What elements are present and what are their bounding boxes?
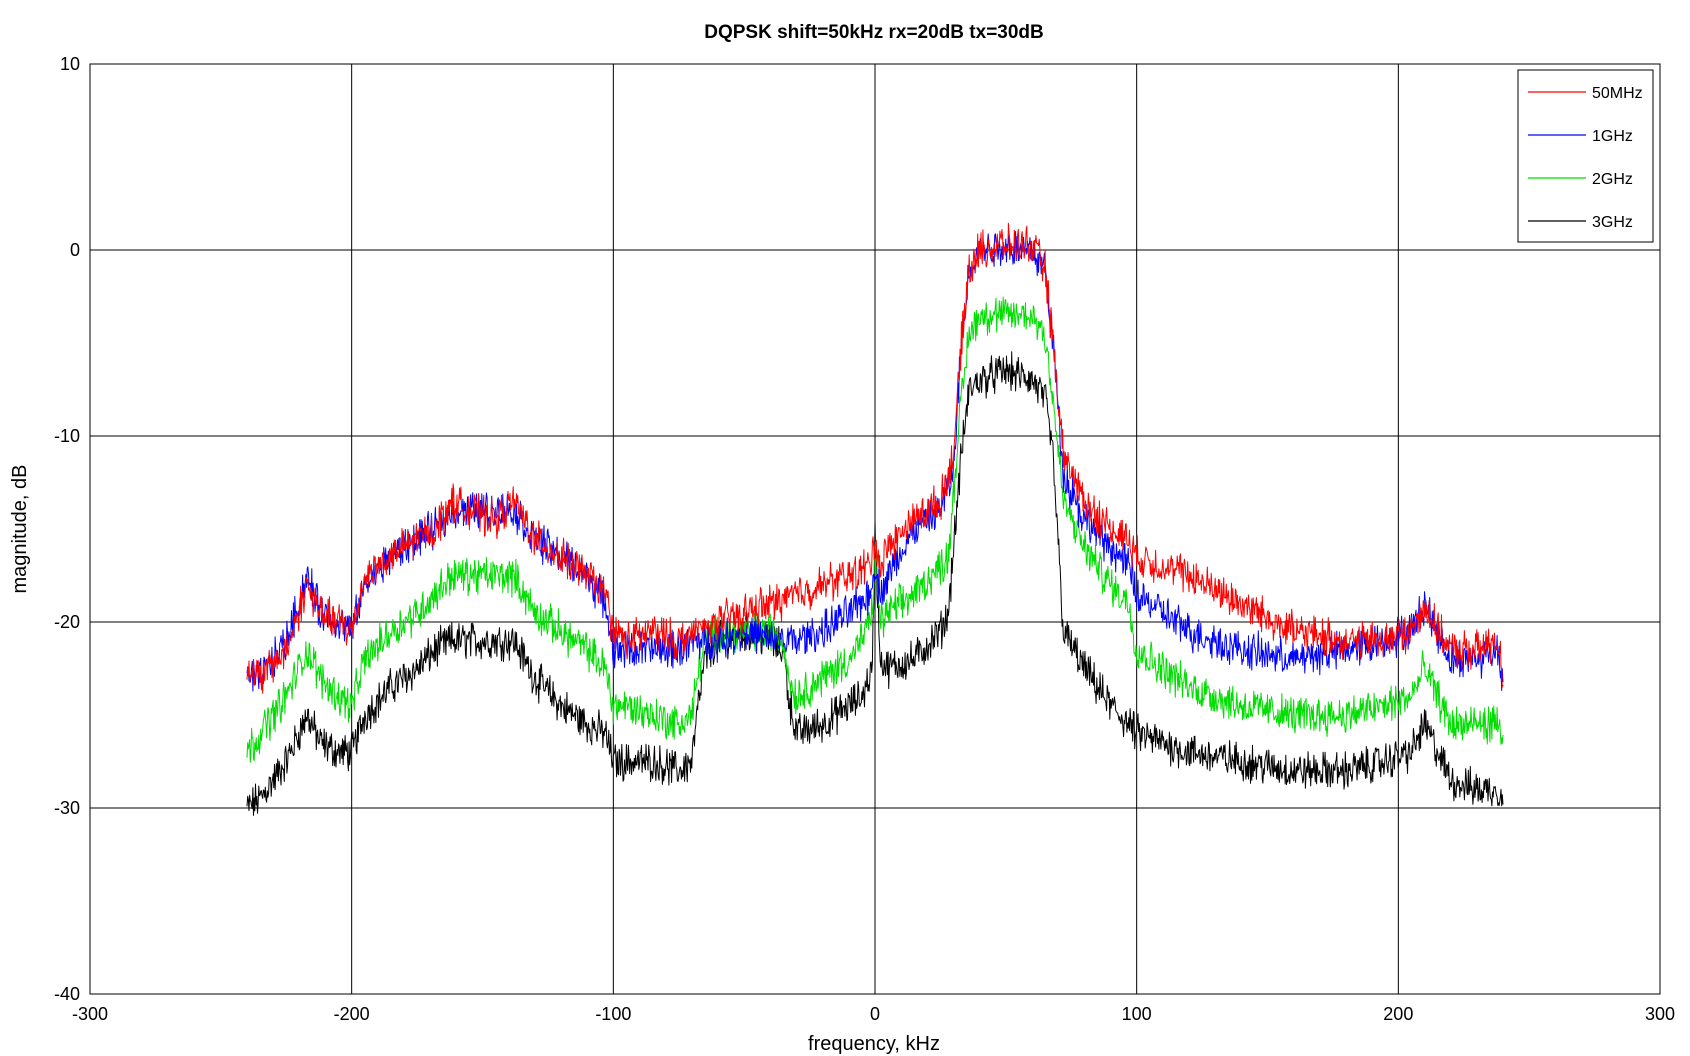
series-line-1GHz xyxy=(246,231,1504,692)
legend-label: 50MHz xyxy=(1592,85,1643,102)
legend-label: 1GHz xyxy=(1592,128,1633,145)
x-tick-label: -200 xyxy=(334,1004,370,1024)
legend-label: 2GHz xyxy=(1592,171,1633,188)
y-tick-label: -10 xyxy=(54,426,80,446)
series-layer xyxy=(246,222,1504,816)
chart-title: DQPSK shift=50kHz rx=20dB tx=30dB xyxy=(704,22,1044,43)
y-tick-label: -40 xyxy=(54,984,80,1004)
series-line-3GHz xyxy=(246,351,1504,816)
legend: 50MHz 1GHz 2GHz 3GHz xyxy=(1517,69,1654,243)
x-axis-label: frequency, kHz xyxy=(808,1033,940,1055)
x-tick-label: 300 xyxy=(1645,1004,1675,1024)
y-tick-label: -30 xyxy=(54,798,80,818)
x-tick-label: -100 xyxy=(595,1004,631,1024)
x-tick-label: 100 xyxy=(1122,1004,1152,1024)
y-tick-label: 10 xyxy=(60,54,80,74)
y-tick-label: 0 xyxy=(70,240,80,260)
y-tick-label: -20 xyxy=(54,612,80,632)
series-line-50MHz xyxy=(246,222,1504,694)
x-tick-label: 200 xyxy=(1383,1004,1413,1024)
legend-box xyxy=(1517,69,1654,243)
y-axis-label: magnitude, dB xyxy=(9,465,31,594)
x-tick-label: 0 xyxy=(870,1004,880,1024)
x-tick-label: -300 xyxy=(72,1004,108,1024)
plot-frame xyxy=(89,63,1661,995)
legend-label: 3GHz xyxy=(1592,214,1633,231)
